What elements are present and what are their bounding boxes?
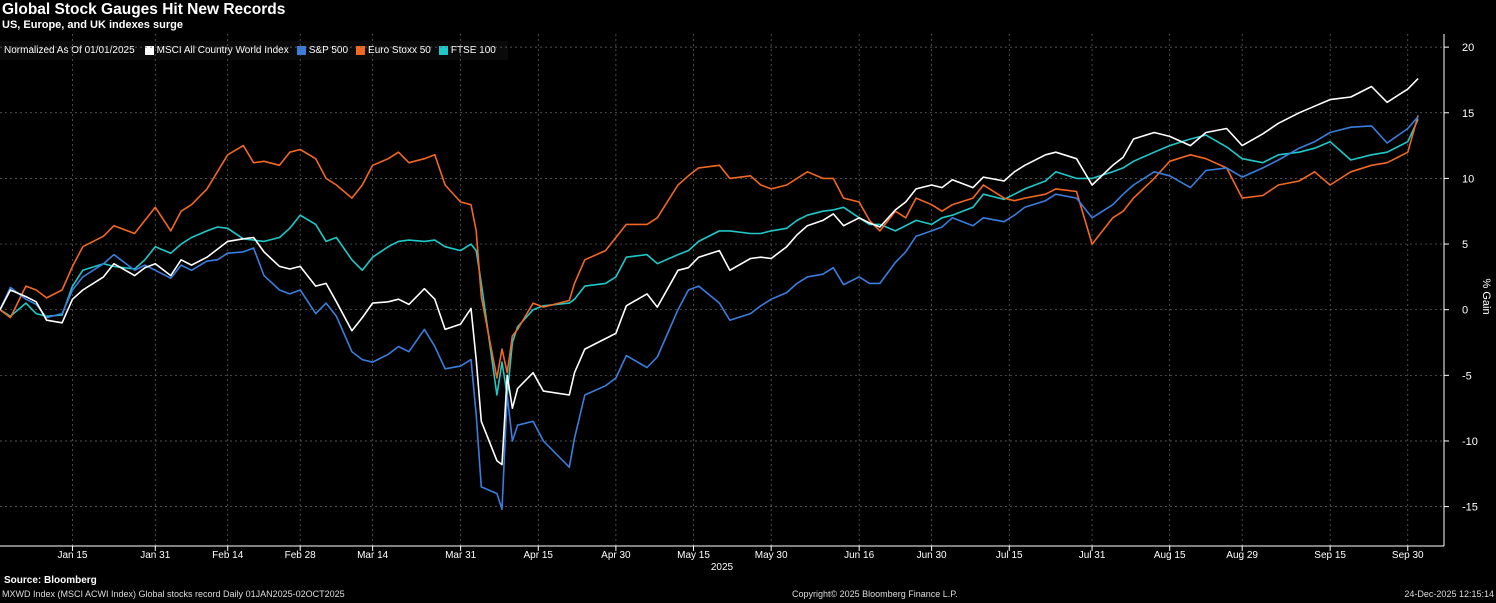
- legend-swatch-sp500: [296, 46, 306, 55]
- series-line-ftse: [0, 118, 1419, 396]
- series-line-eurostoxx: [0, 115, 1419, 379]
- legend-label-msci: MSCI All Country World Index: [156, 45, 289, 56]
- legend-label-eurostoxx: Euro Stoxx 50: [368, 45, 431, 56]
- legend-swatch-ftse: [438, 46, 448, 55]
- x-tick-label: Aug 15: [1154, 550, 1186, 561]
- legend-swatch-msci: [144, 46, 154, 55]
- x-tick-label: Jul 15: [996, 550, 1023, 561]
- series-line-msci: [0, 78, 1419, 466]
- x-tick-label: Feb 14: [212, 550, 244, 561]
- x-tick-label: Mar 31: [445, 550, 477, 561]
- timestamp: 24-Dec-2025 12:15:14: [1404, 589, 1494, 599]
- x-tick-label: Apr 30: [601, 550, 631, 561]
- x-axis-title: 2025: [711, 562, 734, 573]
- legend-item-ftse: FTSE 100: [438, 45, 496, 56]
- normalized-label: Normalized As Of 01/01/2025: [4, 45, 135, 56]
- x-tick-label: Sep 30: [1392, 550, 1424, 561]
- source-note: Source: Bloomberg: [4, 575, 97, 586]
- legend-item-eurostoxx: Euro Stoxx 50: [356, 45, 431, 56]
- x-tick-label: Jun 30: [917, 550, 947, 561]
- x-tick-label: Sep 15: [1314, 550, 1346, 561]
- copyright-note: Copyright© 2025 Bloomberg Finance L.P.: [792, 589, 958, 599]
- chart-subtitle: US, Europe, and UK indexes surge: [2, 19, 183, 31]
- x-tick-label: Jul 31: [1079, 550, 1106, 561]
- chart-title: Global Stock Gauges Hit New Records: [2, 1, 286, 18]
- chart-legend: Normalized As Of 01/01/2025 MSCI All Cou…: [0, 41, 508, 60]
- x-tick-label: Aug 29: [1226, 550, 1258, 561]
- ticker-line: MXWD Index (MSCI ACWI Index) Global stoc…: [2, 589, 345, 599]
- y-tick-label: 10: [1462, 173, 1474, 185]
- legend-swatch-eurostoxx: [356, 46, 366, 55]
- legend-label-sp500: S&P 500: [308, 45, 349, 56]
- series-line-sp500: [0, 116, 1419, 511]
- y-tick-label: 20: [1462, 42, 1474, 54]
- x-tick-label: Jan 15: [57, 550, 87, 561]
- y-tick-label: 0: [1462, 305, 1468, 317]
- x-tick-label: Jun 16: [844, 550, 874, 561]
- y-tick-label: -5: [1462, 370, 1472, 382]
- y-tick-label: -15: [1462, 502, 1478, 514]
- x-tick-label: May 30: [755, 550, 788, 561]
- legend-label-ftse: FTSE 100: [450, 45, 496, 56]
- legend-item-sp500: S&P 500: [296, 45, 349, 56]
- y-axis-title: % Gain: [1480, 279, 1492, 315]
- y-tick-label: -10: [1462, 436, 1478, 448]
- y-tick-label: 5: [1462, 239, 1468, 251]
- x-tick-label: May 15: [677, 550, 710, 561]
- legend-item-msci: MSCI All Country World Index: [144, 45, 289, 56]
- y-tick-label: 15: [1462, 108, 1474, 120]
- x-tick-label: Mar 14: [357, 550, 389, 561]
- x-tick-label: Jan 31: [140, 550, 170, 561]
- x-tick-label: Feb 28: [285, 550, 317, 561]
- x-tick-label: Apr 15: [524, 550, 554, 561]
